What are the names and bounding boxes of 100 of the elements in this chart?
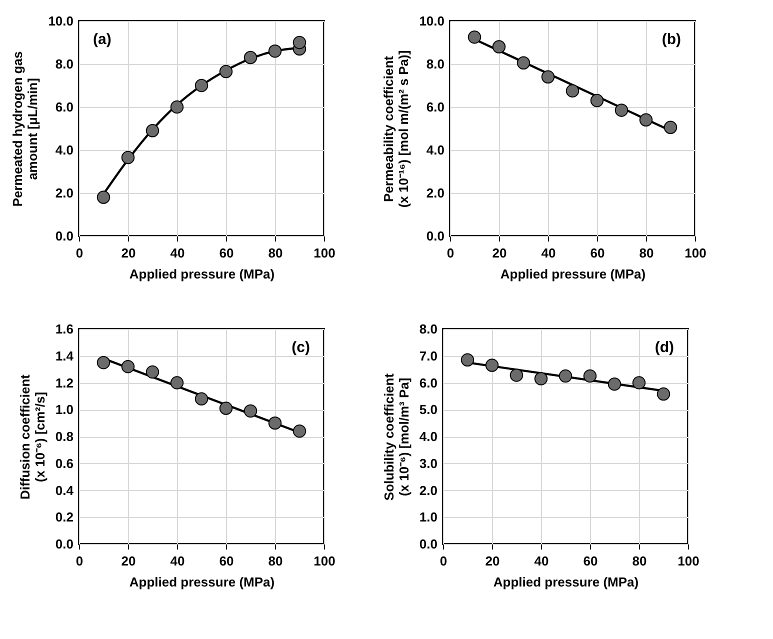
y-tick-label: 2.0: [419, 482, 438, 498]
y-tick-label: 6.0: [55, 100, 74, 114]
point: [460, 353, 474, 367]
y-tick-label: 0.0: [55, 228, 74, 244]
x-tick-label: 0: [440, 554, 448, 568]
point: [534, 372, 548, 386]
y-axis-title: Diffusion coefficient (x 10⁻⁶) [cm²/s]: [17, 374, 48, 500]
y-tick-label: 0.2: [55, 510, 74, 525]
x-tick-label: 60: [219, 246, 234, 260]
y-tick-label: 0.0: [419, 536, 438, 552]
point: [219, 402, 233, 415]
x-tick-label: 100: [678, 554, 700, 568]
point: [566, 84, 580, 98]
point: [121, 360, 135, 374]
y-tick-label: 1.2: [55, 375, 74, 390]
y-tick-label: 2.0: [55, 186, 74, 200]
point: [194, 78, 208, 92]
y-axis-title: Permeability coefficient (x 10⁻¹⁶) [mol m/(m² s Pa)]: [381, 50, 412, 208]
y-tick-label: 0.4: [55, 482, 74, 498]
y-tick-label: 2.0: [426, 186, 444, 200]
point: [608, 377, 622, 391]
y-tick-label: 0.8: [55, 429, 74, 444]
y-tick-label: 1.6: [55, 322, 74, 336]
point: [194, 392, 208, 406]
y-tick-label: 1.0: [419, 510, 438, 525]
point: [292, 424, 306, 438]
point: [516, 56, 530, 70]
y-axis-title: Solubility coefficient (x 10⁻⁶) [mol/m³ Pa]: [381, 372, 412, 501]
x-tick-label: 20: [492, 246, 507, 260]
point: [146, 124, 160, 138]
x-tick-label: 0: [446, 246, 454, 260]
point: [268, 44, 282, 58]
y-tick-label: 0.0: [426, 228, 444, 244]
point: [268, 416, 282, 430]
point: [656, 387, 670, 401]
point: [541, 70, 555, 84]
x-axis-title: Applied pressure (MPa): [493, 574, 639, 590]
y-tick-label: 0.0: [55, 536, 74, 552]
x-tick-label: 100: [314, 246, 336, 260]
point: [170, 100, 184, 114]
y-tick-label: 1.0: [55, 402, 74, 418]
y-tick-label: 10.0: [419, 14, 444, 28]
y-tick-label: 5.0: [419, 402, 438, 418]
x-tick-label: 20: [121, 554, 136, 568]
x-tick-label: 60: [219, 554, 234, 568]
x-tick-label: 60: [590, 246, 605, 260]
point: [146, 365, 160, 379]
x-tick-label: 0: [76, 554, 84, 568]
x-tick-label: 20: [121, 246, 136, 260]
annotation: (a): [93, 31, 112, 48]
x-tick-label: 40: [170, 554, 185, 568]
x-tick-label: 100: [314, 554, 336, 568]
point: [632, 376, 646, 390]
point: [614, 104, 628, 117]
x-tick-label: 80: [268, 246, 283, 260]
x-tick-label: 40: [541, 246, 556, 260]
x-tick-label: 80: [632, 554, 647, 568]
point: [639, 113, 653, 127]
point: [219, 64, 233, 78]
x-tick-label: 80: [639, 246, 654, 260]
point: [485, 358, 499, 372]
point: [170, 376, 184, 390]
y-tick-label: 4.0: [426, 142, 444, 158]
annotation: (c): [292, 339, 310, 356]
x-tick-label: 40: [534, 554, 549, 568]
x-tick-label: 20: [485, 554, 500, 568]
x-tick-label: 0: [76, 246, 84, 260]
point: [96, 356, 110, 370]
point: [492, 40, 506, 54]
point: [583, 369, 597, 383]
y-tick-label: 10.0: [48, 14, 74, 28]
y-tick-label: 0.6: [55, 456, 74, 471]
x-tick-label: 80: [268, 554, 283, 568]
point: [590, 94, 604, 108]
y-tick-label: 8.0: [426, 56, 444, 72]
y-tick-label: 3.0: [419, 456, 438, 471]
point: [510, 368, 524, 382]
y-axis-title: Permeated hydrogen gas amount [μL/min]: [10, 51, 40, 207]
x-tick-label: 40: [170, 246, 185, 260]
y-tick-label: 7.0: [419, 348, 438, 364]
point: [664, 120, 678, 134]
x-axis-title: Applied pressure (MPa): [500, 266, 646, 282]
y-tick-label: 1.4: [55, 348, 74, 364]
annotation: (b): [662, 31, 681, 48]
x-axis-title: Applied pressure (MPa): [129, 574, 275, 590]
point: [96, 190, 110, 204]
point: [558, 369, 572, 383]
x-tick-label: 60: [583, 554, 598, 568]
x-axis-title: Applied pressure (MPa): [129, 266, 275, 282]
y-tick-label: 8.0: [55, 56, 74, 72]
x-tick-label: 100: [684, 246, 706, 260]
point: [244, 50, 258, 64]
y-tick-label: 6.0: [426, 100, 444, 114]
annotation: (d): [654, 339, 674, 356]
point: [468, 30, 482, 44]
point: [244, 404, 258, 418]
y-tick-label: 4.0: [419, 429, 438, 444]
point: [121, 150, 135, 164]
y-tick-label: 4.0: [55, 142, 74, 158]
y-tick-label: 6.0: [419, 375, 438, 390]
